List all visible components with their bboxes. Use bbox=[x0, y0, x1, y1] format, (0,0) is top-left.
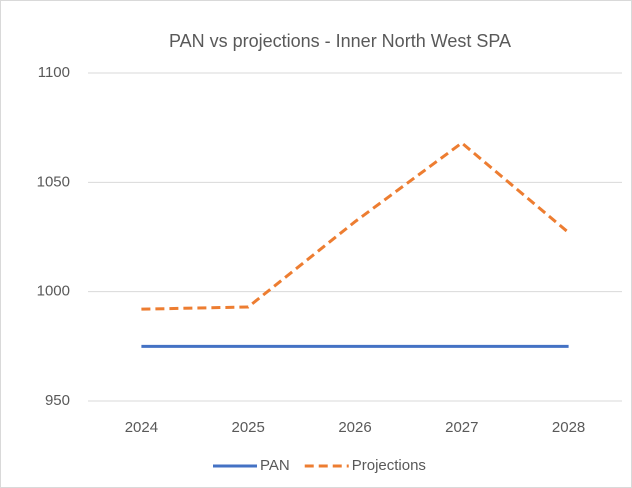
y-tick-label: 950 bbox=[45, 392, 70, 409]
x-tick-label: 2024 bbox=[125, 419, 158, 436]
series-line bbox=[141, 141, 570, 311]
y-tick-label: 1100 bbox=[38, 64, 70, 81]
y-tick-label: 1000 bbox=[37, 283, 70, 300]
legend-label: Projections bbox=[352, 457, 426, 474]
x-tick-label: 2026 bbox=[338, 419, 371, 436]
x-tick-label: 2027 bbox=[445, 419, 478, 436]
x-tick-label: 2028 bbox=[552, 419, 585, 436]
legend-label: PAN bbox=[260, 457, 290, 474]
chart-title: PAN vs projections - Inner North West SP… bbox=[169, 31, 511, 51]
x-tick-label: 2025 bbox=[232, 419, 265, 436]
y-tick-label: 1050 bbox=[37, 173, 70, 190]
